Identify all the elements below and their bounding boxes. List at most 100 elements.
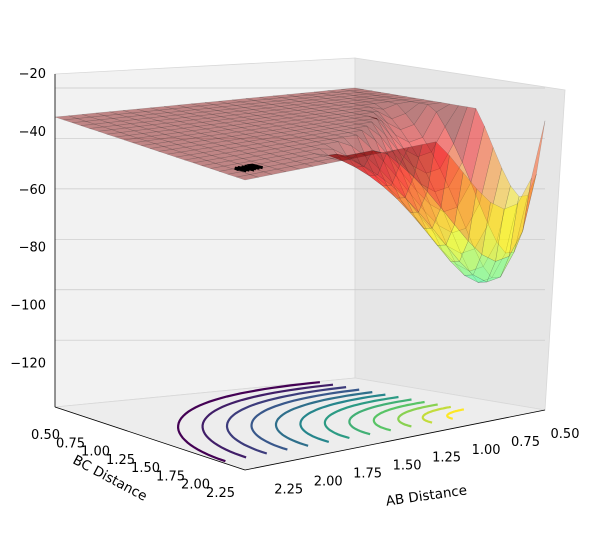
surface-patch — [225, 150, 248, 157]
surface-patch — [177, 142, 200, 148]
surface-patch — [308, 126, 331, 131]
trajectory-path — [234, 163, 264, 173]
surface-patch — [403, 148, 427, 174]
surface-patch — [401, 200, 424, 229]
surface-patch — [412, 165, 436, 193]
surface-patch — [104, 114, 127, 119]
surface-patch — [307, 136, 330, 142]
surface-patch — [167, 110, 191, 116]
surface-patch — [203, 150, 226, 156]
surface-patch — [164, 104, 187, 110]
surface-patch — [263, 168, 286, 175]
surface-patch — [327, 153, 351, 161]
surface-patch — [469, 266, 493, 283]
surface-patch — [267, 132, 291, 138]
surface-patch — [294, 128, 318, 133]
surface-patch — [113, 116, 136, 122]
surface-patch — [266, 143, 289, 150]
surface-patch — [305, 148, 329, 156]
surface-patch — [202, 120, 225, 125]
surface-patch — [325, 130, 349, 136]
x-axis-line — [244, 409, 546, 471]
surface-patch — [152, 122, 176, 128]
surface-patch — [230, 145, 253, 152]
surface-patch — [460, 248, 484, 272]
surface-patch — [251, 117, 275, 122]
surface-patch — [410, 99, 433, 104]
surface-patch — [322, 91, 346, 96]
surface-patch — [215, 118, 239, 124]
surface-patch — [294, 103, 317, 107]
surface-patch — [304, 160, 327, 167]
surface-patch — [343, 99, 366, 104]
surface-patch — [206, 157, 230, 164]
contour-level — [299, 393, 386, 443]
surface-patch — [184, 115, 208, 121]
surface-patch — [158, 149, 181, 155]
surface-patch — [269, 150, 293, 157]
surface-patch — [243, 115, 266, 120]
surface-patch — [394, 134, 419, 158]
grid-lines — [55, 87, 545, 341]
surface-patch — [154, 112, 177, 117]
surface-patch — [103, 125, 126, 130]
surface-patch — [159, 136, 183, 142]
surface-patch — [180, 149, 204, 156]
surface-patch — [379, 98, 402, 102]
surface-patch — [248, 111, 271, 116]
surface-patch — [313, 121, 336, 127]
surface-patch — [259, 130, 282, 135]
surface-patch — [329, 101, 353, 106]
surface-patch — [260, 119, 283, 125]
surface-patch — [279, 113, 302, 119]
surface-patch — [349, 89, 373, 93]
surface-patch — [304, 119, 328, 125]
surface-patch — [334, 132, 357, 138]
surface-patch — [231, 134, 255, 140]
surface-patch — [255, 123, 278, 129]
surface-patch — [350, 110, 374, 115]
surface-patch — [360, 164, 383, 187]
surface-patch — [375, 140, 398, 179]
surface-patch — [382, 103, 406, 120]
surface-patch — [327, 89, 351, 93]
surface-patch — [198, 114, 221, 119]
surface-patch — [279, 141, 303, 147]
x-tick-label: 1.75 — [353, 467, 382, 482]
surface-patch — [140, 113, 163, 119]
surface-patch — [286, 93, 310, 97]
surface-patch — [330, 126, 354, 131]
surface-patch — [363, 150, 387, 176]
surface-patch — [315, 139, 339, 145]
surface-patch — [239, 148, 262, 154]
surface-patch — [244, 105, 267, 110]
surface-patch — [438, 225, 462, 254]
y-tick-labels: 0.500.751.001.251.501.752.002.25 — [31, 428, 235, 501]
surface-patch — [331, 93, 354, 98]
surface-patch — [356, 134, 380, 169]
surface-patch — [68, 114, 91, 119]
surface-patch — [259, 95, 282, 100]
y-tick-label: 2.25 — [206, 486, 235, 501]
surface-patch — [263, 100, 286, 105]
x-tick-label: 2.00 — [314, 474, 343, 489]
surface-patch — [395, 197, 420, 213]
surface-patch — [322, 123, 345, 129]
surface-patch — [246, 121, 270, 126]
surface-patch — [364, 110, 387, 123]
surface-patch — [251, 158, 274, 165]
surface-patch — [327, 119, 350, 125]
surface-patch — [373, 112, 396, 136]
x-axis-label: AB Distance — [385, 482, 468, 509]
surface-patch — [247, 150, 271, 157]
surface-patch — [336, 153, 360, 160]
surface-patch — [207, 116, 230, 121]
surface-patch — [317, 128, 340, 133]
surface-patch — [118, 112, 141, 118]
surface-patch — [281, 130, 304, 136]
x-tick-label: 1.25 — [432, 451, 461, 466]
surface-patch — [276, 134, 299, 140]
surface-patch — [436, 103, 459, 128]
surface-patch — [210, 165, 233, 172]
surface-patch — [213, 103, 236, 108]
